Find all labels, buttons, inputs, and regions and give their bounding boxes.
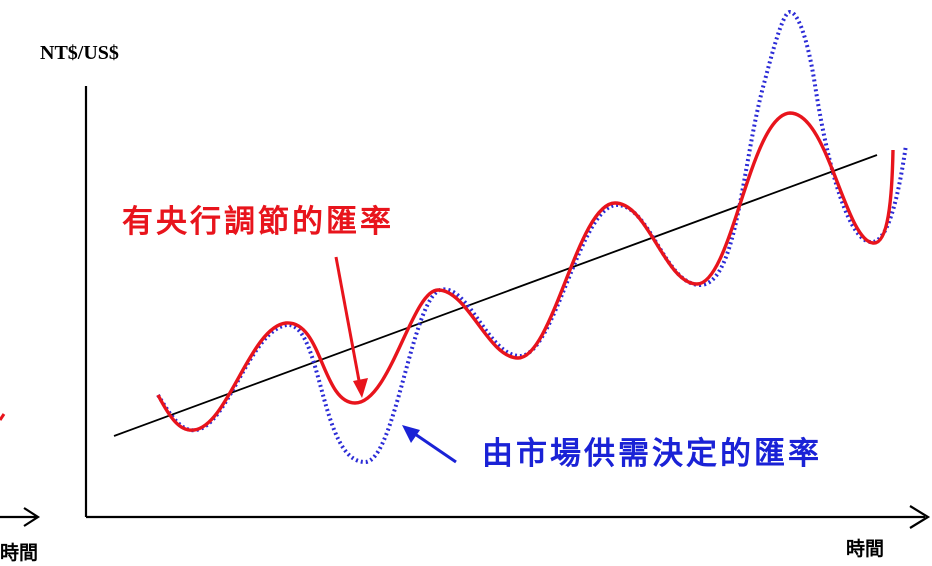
y-axis-label: NT$/US$ [40,42,119,64]
central-bank-annotation: 有央行調節的匯率 [122,204,394,240]
central-bank-arrowhead [353,378,368,398]
x-axis-arrowhead [909,505,931,529]
trend-line [113,154,878,437]
left-fragment-red-tick [0,413,6,421]
central-bank-arrow-shaft [334,256,362,387]
market-annotation: 由市場供需決定的匯率 [482,436,822,472]
left-fragment-axis-arrow [0,507,41,527]
market-arrowhead [402,425,420,443]
market-rate-curve [156,9,908,465]
left-fragment-x-axis-label: 時間 [0,542,39,564]
market-arrow-shaft [411,430,457,464]
x-axis-label: 時間 [846,538,885,560]
central-bank-rate-curve [156,111,895,432]
